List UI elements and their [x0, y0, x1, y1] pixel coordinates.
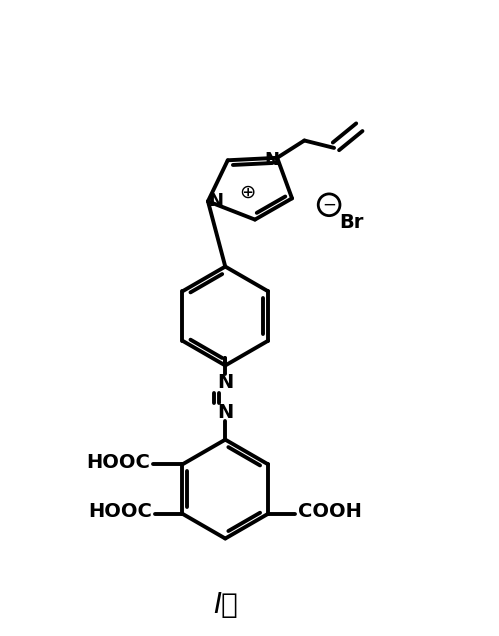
Text: N: N — [217, 403, 234, 422]
Text: −: − — [322, 196, 336, 214]
Text: ⊕: ⊕ — [239, 183, 255, 202]
Text: N: N — [265, 151, 280, 169]
Text: I。: I。 — [213, 591, 238, 619]
Text: Br: Br — [339, 212, 364, 232]
Text: N: N — [217, 373, 234, 392]
Text: COOH: COOH — [298, 502, 362, 522]
Text: HOOC: HOOC — [89, 502, 153, 522]
Text: HOOC: HOOC — [86, 453, 150, 472]
Text: N: N — [208, 192, 223, 211]
